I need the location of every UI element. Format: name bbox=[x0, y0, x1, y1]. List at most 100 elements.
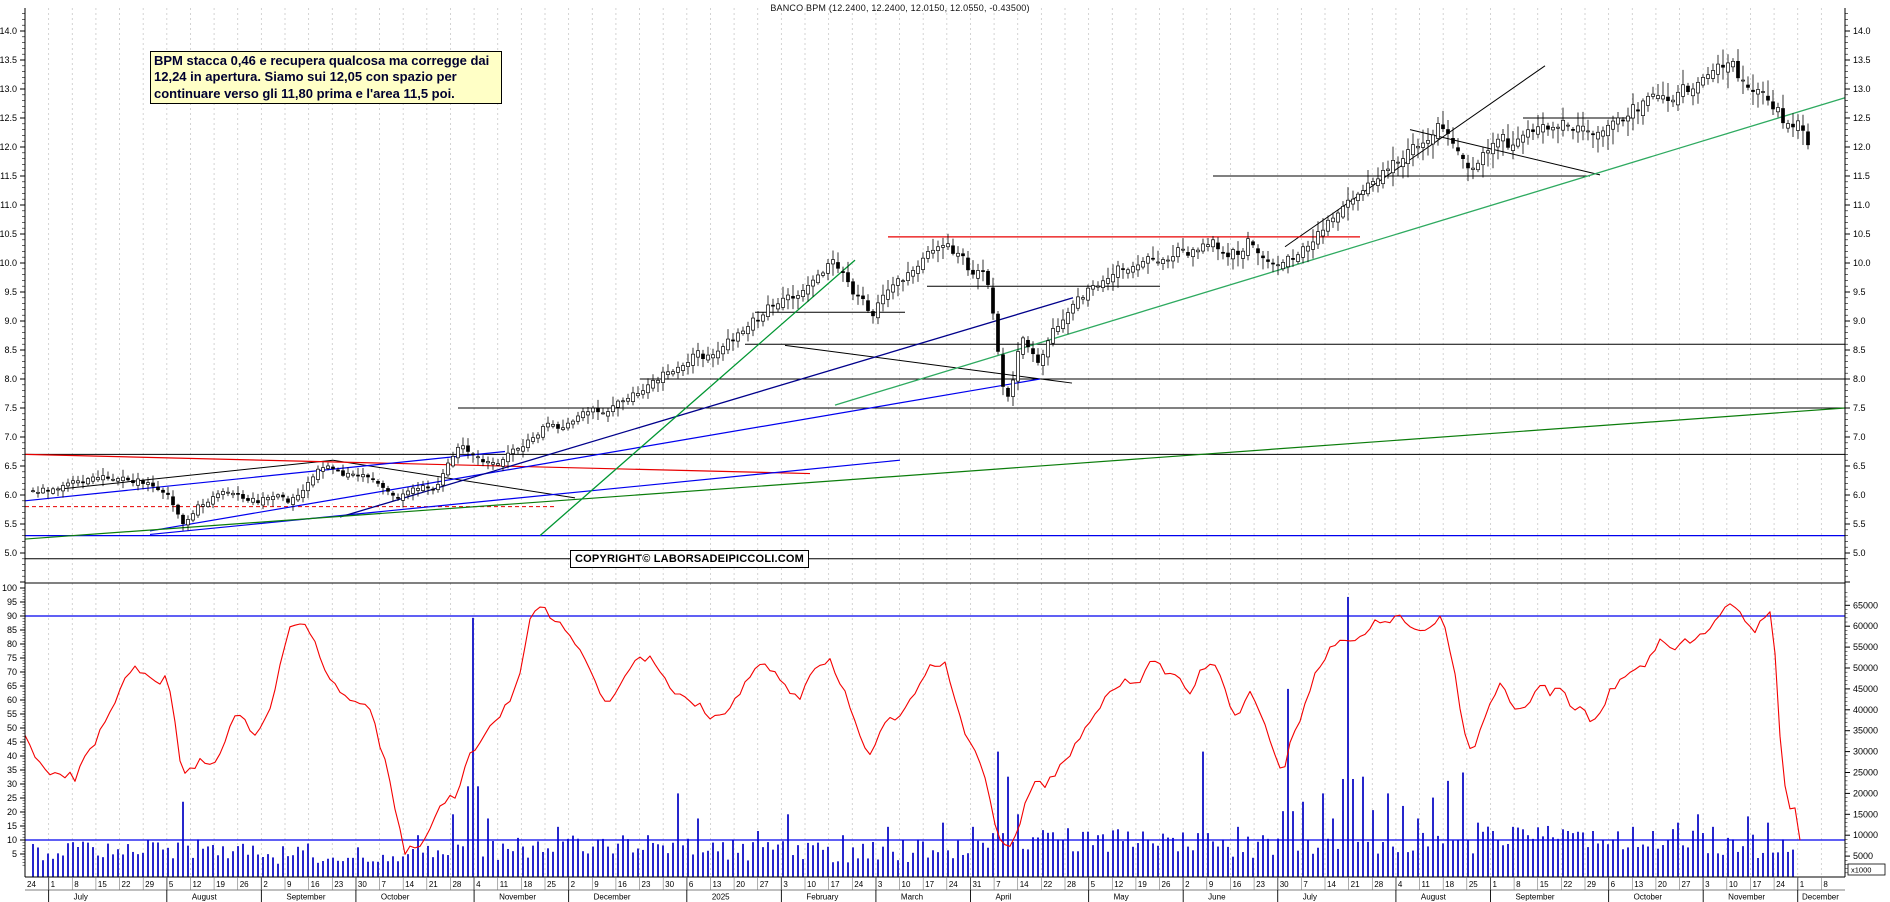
svg-text:5: 5 bbox=[12, 849, 17, 859]
svg-text:25: 25 bbox=[547, 880, 556, 889]
svg-text:October: October bbox=[1634, 893, 1663, 902]
svg-text:29: 29 bbox=[145, 880, 154, 889]
svg-text:26: 26 bbox=[1162, 880, 1171, 889]
svg-text:17: 17 bbox=[831, 880, 840, 889]
svg-text:50: 50 bbox=[7, 723, 17, 733]
svg-text:45: 45 bbox=[7, 737, 17, 747]
svg-text:5: 5 bbox=[1091, 880, 1096, 889]
svg-text:15000: 15000 bbox=[1853, 809, 1878, 819]
svg-text:30000: 30000 bbox=[1853, 747, 1878, 757]
svg-text:8: 8 bbox=[1823, 880, 1828, 889]
svg-text:21: 21 bbox=[1351, 880, 1360, 889]
svg-text:5000: 5000 bbox=[1853, 851, 1873, 861]
svg-text:17: 17 bbox=[1752, 880, 1761, 889]
svg-text:October: October bbox=[381, 893, 410, 902]
svg-text:9.0: 9.0 bbox=[1853, 316, 1866, 326]
svg-text:29: 29 bbox=[1587, 880, 1596, 889]
svg-text:13: 13 bbox=[1634, 880, 1643, 889]
svg-text:3: 3 bbox=[1705, 880, 1710, 889]
svg-text:25000: 25000 bbox=[1853, 768, 1878, 778]
svg-text:25: 25 bbox=[1469, 880, 1478, 889]
svg-text:8: 8 bbox=[74, 880, 79, 889]
svg-text:7: 7 bbox=[996, 880, 1001, 889]
svg-text:27: 27 bbox=[760, 880, 769, 889]
svg-text:8.5: 8.5 bbox=[1853, 345, 1866, 355]
svg-text:60000: 60000 bbox=[1853, 621, 1878, 631]
svg-text:16: 16 bbox=[1232, 880, 1241, 889]
svg-text:22: 22 bbox=[1563, 880, 1572, 889]
svg-text:24: 24 bbox=[27, 880, 36, 889]
svg-text:22: 22 bbox=[122, 880, 131, 889]
svg-text:8.0: 8.0 bbox=[4, 374, 17, 384]
svg-text:3: 3 bbox=[783, 880, 788, 889]
svg-text:7.0: 7.0 bbox=[1853, 432, 1866, 442]
svg-text:1: 1 bbox=[51, 880, 56, 889]
svg-text:40000: 40000 bbox=[1853, 705, 1878, 715]
svg-text:8.0: 8.0 bbox=[1853, 374, 1866, 384]
svg-text:10.0: 10.0 bbox=[0, 258, 17, 268]
svg-text:10.5: 10.5 bbox=[0, 229, 17, 239]
svg-text:30: 30 bbox=[1280, 880, 1289, 889]
svg-text:6.5: 6.5 bbox=[4, 461, 17, 471]
svg-text:19: 19 bbox=[1138, 880, 1147, 889]
svg-text:11: 11 bbox=[500, 880, 509, 889]
svg-text:6.0: 6.0 bbox=[4, 490, 17, 500]
svg-text:14: 14 bbox=[405, 880, 414, 889]
svg-text:6: 6 bbox=[689, 880, 694, 889]
svg-text:95: 95 bbox=[7, 597, 17, 607]
svg-text:4: 4 bbox=[476, 880, 481, 889]
svg-text:November: November bbox=[1728, 893, 1765, 902]
svg-text:45000: 45000 bbox=[1853, 684, 1878, 694]
svg-text:14.0: 14.0 bbox=[0, 26, 17, 36]
svg-text:28: 28 bbox=[452, 880, 461, 889]
svg-text:2: 2 bbox=[571, 880, 576, 889]
svg-text:28: 28 bbox=[1067, 880, 1076, 889]
svg-text:September: September bbox=[286, 893, 325, 902]
svg-text:70: 70 bbox=[7, 667, 17, 677]
svg-text:15: 15 bbox=[7, 821, 17, 831]
svg-text:85: 85 bbox=[7, 625, 17, 635]
svg-text:7.5: 7.5 bbox=[1853, 403, 1866, 413]
svg-text:2: 2 bbox=[1185, 880, 1190, 889]
svg-text:6.5: 6.5 bbox=[1853, 461, 1866, 471]
svg-text:9.0: 9.0 bbox=[4, 316, 17, 326]
svg-text:June: June bbox=[1208, 893, 1226, 902]
svg-text:1: 1 bbox=[1492, 880, 1497, 889]
svg-text:30: 30 bbox=[7, 779, 17, 789]
svg-text:65000: 65000 bbox=[1853, 600, 1878, 610]
svg-text:21: 21 bbox=[429, 880, 438, 889]
svg-text:4: 4 bbox=[1398, 880, 1403, 889]
svg-text:27: 27 bbox=[1682, 880, 1691, 889]
svg-text:10.5: 10.5 bbox=[1853, 229, 1871, 239]
svg-text:11.0: 11.0 bbox=[1853, 200, 1870, 210]
svg-text:55: 55 bbox=[7, 709, 17, 719]
svg-text:30: 30 bbox=[665, 880, 674, 889]
svg-text:10: 10 bbox=[902, 880, 911, 889]
svg-text:11.5: 11.5 bbox=[1853, 171, 1870, 181]
svg-text:24: 24 bbox=[854, 880, 863, 889]
svg-text:50000: 50000 bbox=[1853, 663, 1878, 673]
svg-text:6.0: 6.0 bbox=[1853, 490, 1866, 500]
svg-text:3: 3 bbox=[878, 880, 883, 889]
svg-text:60: 60 bbox=[7, 695, 17, 705]
svg-text:65: 65 bbox=[7, 681, 17, 691]
svg-text:5.0: 5.0 bbox=[4, 548, 17, 558]
svg-text:16: 16 bbox=[311, 880, 320, 889]
svg-text:40: 40 bbox=[7, 751, 17, 761]
svg-text:13.0: 13.0 bbox=[0, 84, 17, 94]
svg-text:30: 30 bbox=[358, 880, 367, 889]
svg-text:35: 35 bbox=[7, 765, 17, 775]
svg-text:2: 2 bbox=[263, 880, 268, 889]
svg-text:12: 12 bbox=[192, 880, 201, 889]
chart-title: BANCO BPM (12.2400, 12.2400, 12.0150, 12… bbox=[770, 3, 1030, 13]
svg-text:10: 10 bbox=[807, 880, 816, 889]
svg-text:14: 14 bbox=[1020, 880, 1029, 889]
svg-text:8: 8 bbox=[1516, 880, 1521, 889]
svg-text:December: December bbox=[594, 893, 631, 902]
svg-text:15: 15 bbox=[98, 880, 107, 889]
svg-text:75: 75 bbox=[7, 653, 17, 663]
svg-text:16: 16 bbox=[618, 880, 627, 889]
svg-text:July: July bbox=[1303, 893, 1317, 902]
svg-text:6: 6 bbox=[1611, 880, 1616, 889]
